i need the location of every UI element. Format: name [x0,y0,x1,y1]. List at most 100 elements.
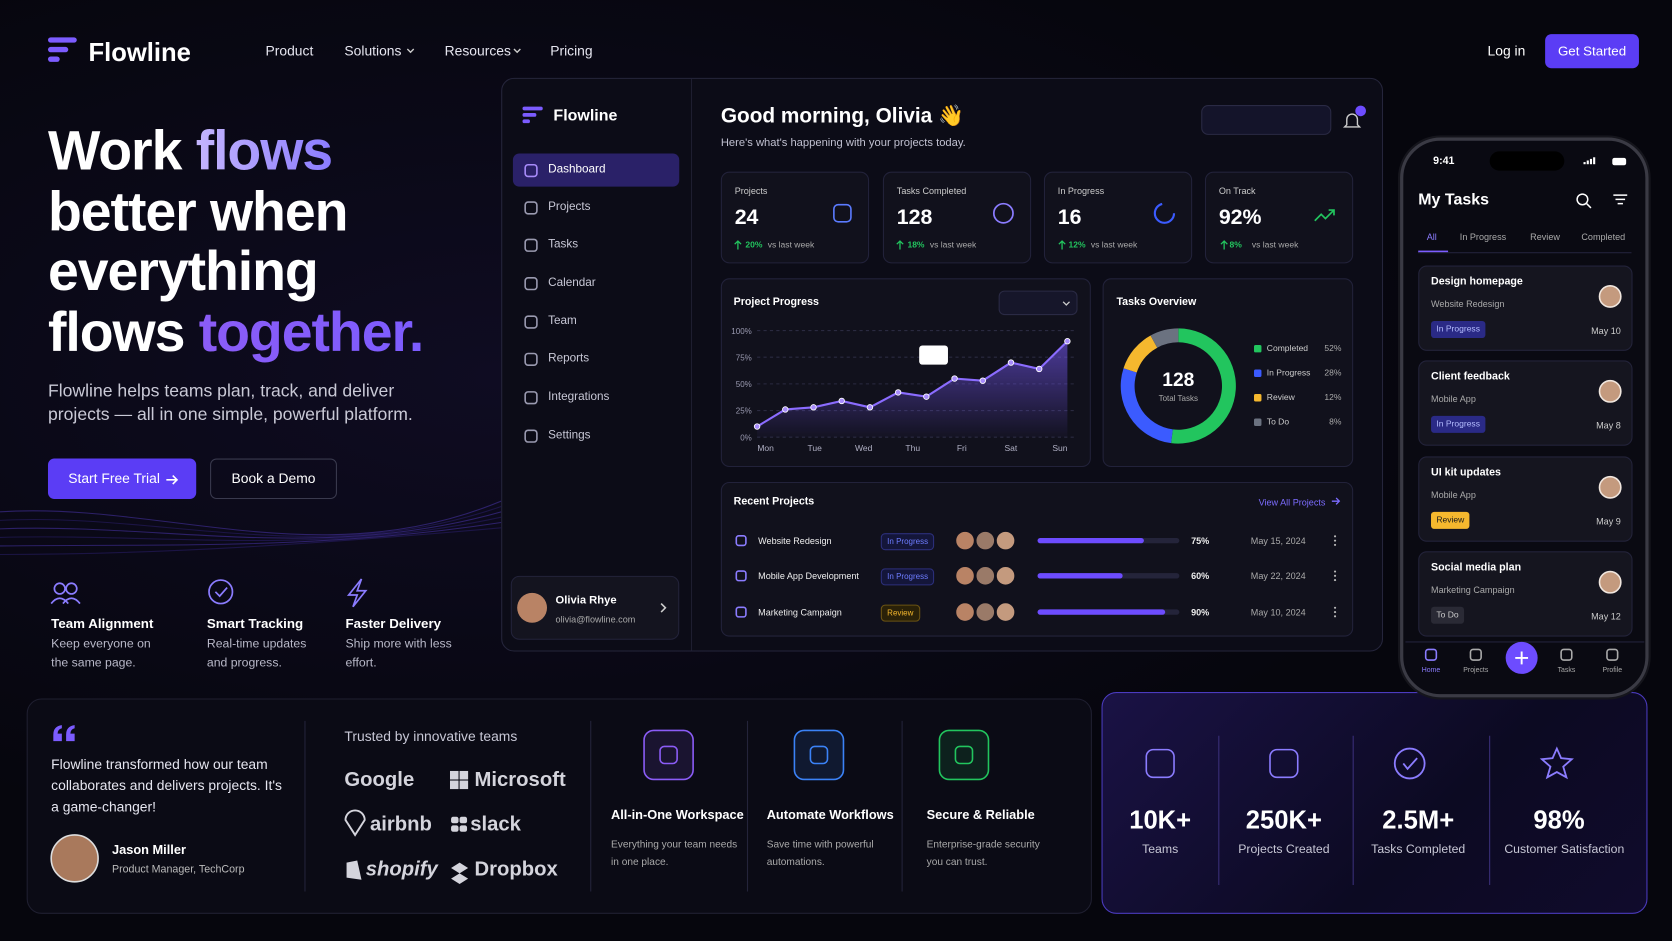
y-tick-label: 25% [735,405,752,416]
company-logo: shopify [365,857,438,881]
x-tick-label: Sun [1052,443,1068,454]
menu-active [512,153,680,187]
company-logo: slack [470,813,521,836]
cta-button[interactable]: Get Started [1545,34,1639,69]
metric-label: Teams [1142,843,1179,857]
menu-item[interactable]: Settings [548,429,591,442]
phone-tab[interactable]: Completed [1581,231,1626,242]
stat-label: Projects [734,185,768,197]
phone-nav-label[interactable]: Projects [1463,666,1489,675]
task-date: May 8 [1596,420,1621,431]
project-name: Mobile App Development [758,570,859,582]
chevron [513,48,521,54]
chart-title: Project Progress [733,296,819,309]
project-date: May 15, 2024 [1250,535,1306,546]
subgreeting: Here's what's happening with your projec… [720,136,966,149]
filter[interactable]: This Week [1008,297,1052,309]
phone-tab[interactable]: Review [1530,231,1560,242]
menu-item[interactable]: Team [548,314,577,328]
phone-title: My Tasks [1418,190,1490,210]
task-title: Design homepage [1431,276,1523,288]
date-range[interactable]: May 6 – May 12, 2024 [1211,115,1302,126]
feature-icon [208,579,234,605]
task-title: Client feedback [1431,371,1510,383]
legend-label: In Progress [1266,368,1311,378]
company-logo: Google [344,768,415,791]
donut-total-label: Total Tasks [1158,392,1199,403]
phone-tab[interactable]: All [1426,231,1437,242]
metrics-panel [1101,692,1648,914]
menu-item[interactable]: Integrations [548,390,610,404]
task-project: Website Redesign [1431,298,1505,310]
status-pill: In Progress [1431,320,1486,339]
phone-nav-label[interactable]: Tasks [1557,666,1576,675]
stat-value: 128 [896,205,933,230]
logo-mark [47,46,69,53]
y-tick-label: 0% [740,432,752,442]
stat-note: vs last week [1251,240,1299,250]
stat-value: 24 [734,205,759,230]
legend-value: 52% [1324,343,1342,354]
phone-tab[interactable]: In Progress [1459,231,1507,242]
sidebar-divider [690,78,693,651]
pillar-text: Save time with powerful automations. [766,839,874,868]
secondary-cta[interactable]: Book a Demo [210,458,337,500]
phone-notch [1489,151,1565,171]
task-title: UI kit updates [1431,467,1501,479]
chevron [406,48,415,54]
nav-link[interactable]: Solutions [344,42,402,59]
x-tick-label: Wed [855,443,873,454]
menu-item[interactable]: Dashboard [548,163,606,177]
stat-value: 92% [1218,205,1262,230]
nav-link[interactable]: Resources [444,42,511,59]
hero-title-part: better when [47,180,349,243]
stat-label: Tasks Completed [896,185,967,197]
menu-item[interactable]: Reports [548,352,590,366]
project-name: Marketing Campaign [758,606,842,618]
company-logo: Dropbox [474,857,558,881]
metric-label: Customer Satisfaction [1504,843,1625,857]
menu-item[interactable]: Projects [548,200,591,214]
hero-title-part: flows [195,120,333,183]
metric-value: 10K+ [1129,805,1192,835]
stat-change: 8% [1229,240,1242,250]
menu-item[interactable]: Calendar [548,276,596,290]
user-email: olivia@flowline.com [555,614,636,625]
nav-link[interactable]: Product [265,42,314,59]
badge-count: 3 [1358,107,1363,114]
stat-label: In Progress [1057,185,1105,197]
login[interactable]: Log in [1487,42,1526,59]
status-pill: To Do [1431,606,1464,624]
hero-title-part: together. [198,301,425,364]
metric-label: Projects Created [1238,843,1330,857]
phone-nav-label[interactable]: Profile [1602,666,1623,675]
y-tick-label: 50% [735,379,752,389]
hero-title-part: Work [47,120,182,183]
section-title: Recent Projects [733,495,815,508]
task-title: Social media plan [1431,561,1522,574]
project-name: Website Redesign [758,535,832,546]
menu-item[interactable]: Tasks [548,238,579,252]
progress-label: 90% [1191,606,1210,618]
stat-value: 16 [1057,205,1082,230]
y-tick-label: 100% [731,325,752,336]
legend-label: Review [1266,392,1295,403]
pillar-text: Enterprise-grade security you can trust. [926,839,1040,868]
status-pill: Review [1431,511,1470,529]
phone-nav-label[interactable]: Home [1421,666,1441,675]
link[interactable]: View All Projects [1258,496,1326,508]
x-tick-label: Sat [1004,443,1018,454]
feature-icon [53,582,66,595]
status-pill: In Progress [880,533,935,551]
wave-line [0,516,502,542]
chart-title: Tasks Overview [1116,296,1197,309]
task-project: Mobile App [1431,393,1476,405]
nav-link[interactable]: Pricing [550,42,593,59]
hero-title-part: flows [47,301,185,364]
projects-card [720,481,1354,637]
progress-label: 75% [1191,535,1210,546]
primary-cta[interactable]: Start Free Trial [47,458,197,500]
stat-note: vs last week [1090,240,1138,250]
wave-line [0,506,502,537]
wave-line [0,527,502,556]
